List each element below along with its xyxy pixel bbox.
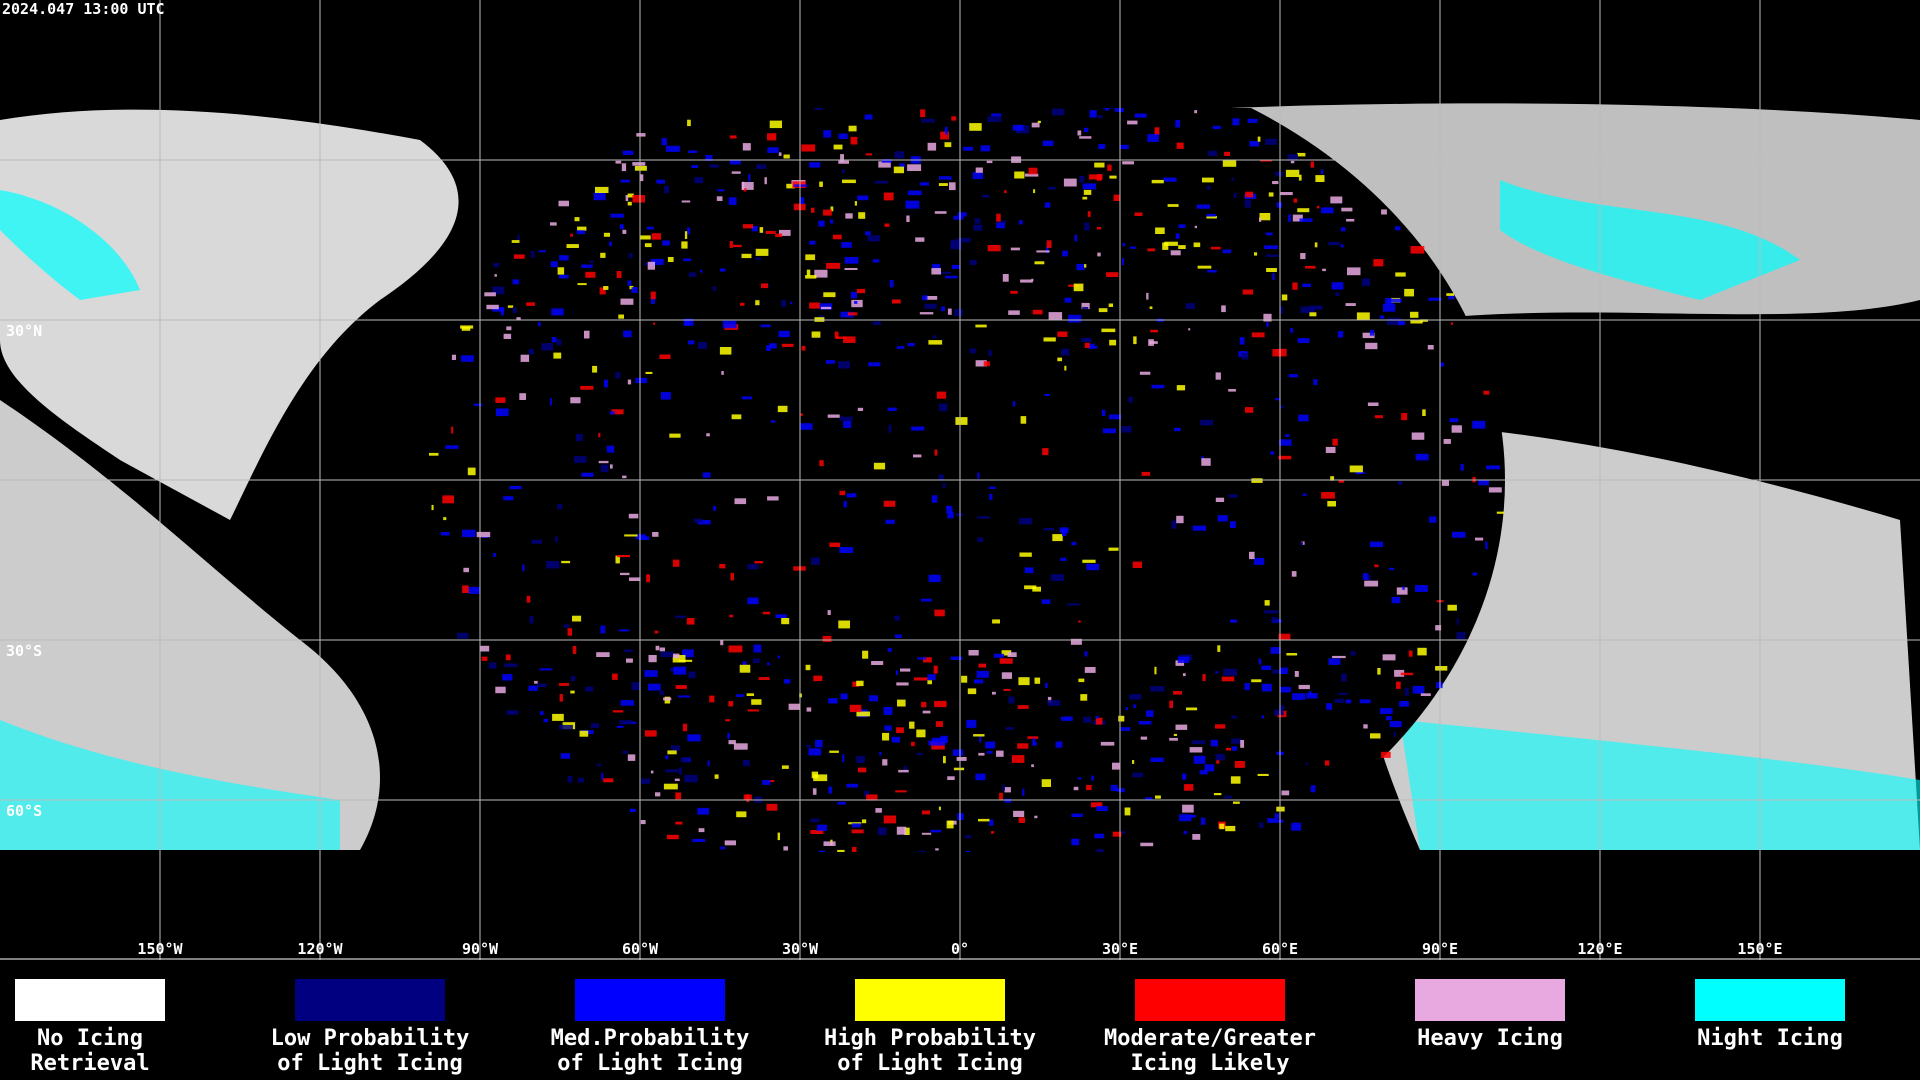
graticule	[0, 0, 1920, 960]
legend-label: of Light Icing	[557, 1051, 742, 1076]
legend-label: Low Probability	[271, 1026, 470, 1051]
longitude-label: 90°W	[462, 940, 499, 958]
longitude-label: 120°E	[1577, 940, 1622, 958]
longitude-label: 150°E	[1737, 940, 1782, 958]
legend-label: No Icing	[37, 1026, 143, 1051]
longitude-label: 0°	[951, 940, 969, 958]
longitude-label: 30°W	[782, 940, 819, 958]
longitude-label: 60°W	[622, 940, 659, 958]
legend-swatch	[15, 979, 165, 1021]
legend-swatch	[855, 979, 1005, 1021]
legend-label: Icing Likely	[1131, 1051, 1290, 1076]
latitude-label: 30°N	[6, 322, 42, 340]
cloud-field	[0, 103, 1920, 850]
latitude-label: 30°S	[6, 642, 42, 660]
legend-label: Moderate/Greater	[1104, 1026, 1316, 1051]
legend-label: Med.Probability	[551, 1026, 750, 1051]
legend-label: Night Icing	[1697, 1026, 1843, 1051]
legend-label: of Light Icing	[837, 1051, 1022, 1076]
longitude-label: 120°W	[297, 940, 343, 958]
timestamp: 2024.047 13:00 UTC	[2, 0, 165, 18]
legend-label: High Probability	[824, 1026, 1036, 1051]
legend-swatch	[295, 979, 445, 1021]
longitude-label: 30°E	[1102, 940, 1138, 958]
legend-swatch	[1415, 979, 1565, 1021]
legend-swatch	[575, 979, 725, 1021]
longitude-label: 150°W	[137, 940, 183, 958]
legend-label: Retrieval	[30, 1051, 149, 1076]
longitude-label: 60°E	[1262, 940, 1298, 958]
longitude-label: 90°E	[1422, 940, 1458, 958]
legend-label: of Light Icing	[277, 1051, 462, 1076]
legend-swatch	[1695, 979, 1845, 1021]
legend-swatch	[1135, 979, 1285, 1021]
latitude-label: 60°S	[6, 802, 42, 820]
legend-label: Heavy Icing	[1417, 1026, 1563, 1051]
